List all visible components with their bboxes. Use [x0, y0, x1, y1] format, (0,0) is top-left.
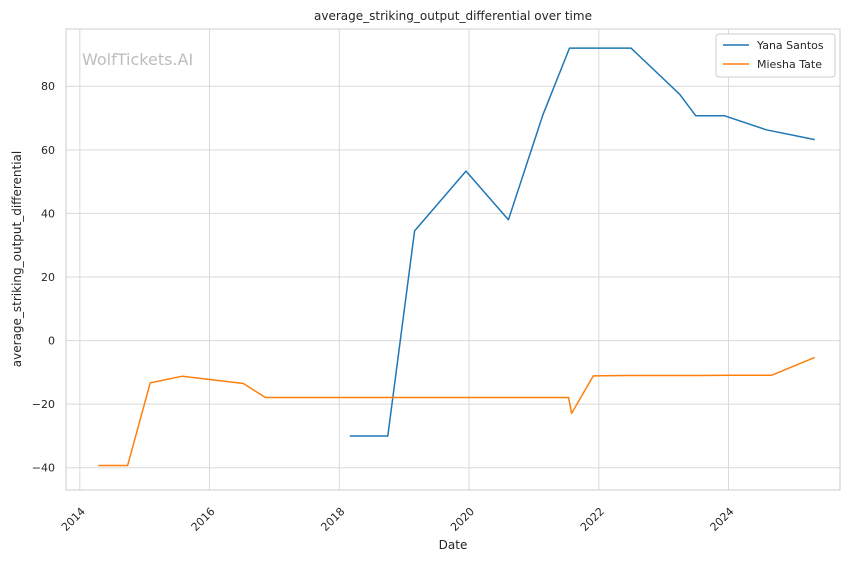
x-axis-title: Date — [439, 538, 468, 552]
y-tick-label: 40 — [41, 207, 55, 220]
watermark-text: WolfTickets.AI — [82, 50, 193, 69]
series-line-yana-santos — [349, 47, 815, 437]
chart-title: average_striking_output_differential ove… — [314, 9, 592, 23]
legend-label-miesha-tate: Miesha Tate — [757, 58, 822, 71]
y-tick-label: 80 — [41, 80, 55, 93]
legend: Yana Santos Miesha Tate — [715, 33, 836, 78]
legend-label-yana-santos: Yana Santos — [756, 39, 824, 52]
y-tick-label: −40 — [32, 462, 55, 475]
y-tick-label: 20 — [41, 271, 55, 284]
y-tick-label: 0 — [48, 335, 55, 348]
plot-frame — [65, 28, 841, 491]
y-tick-label: −20 — [32, 398, 55, 411]
y-axis-title: average_striking_output_differential — [10, 151, 24, 367]
y-tick-label: 60 — [41, 144, 55, 157]
series-line-miesha-tate — [98, 356, 816, 467]
